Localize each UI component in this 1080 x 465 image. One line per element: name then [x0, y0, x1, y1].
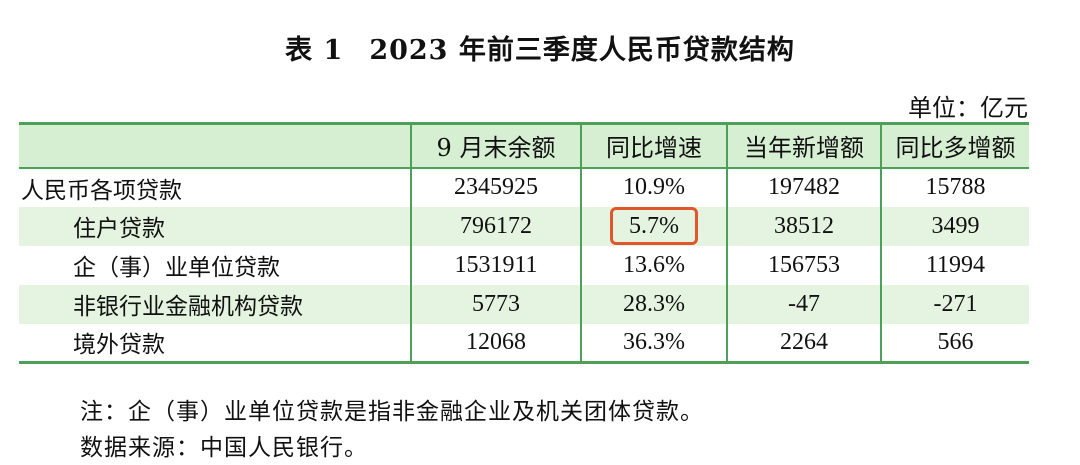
cell-extra: 566: [880, 323, 1029, 364]
table-row: 企（事）业单位贷款 1531911 13.6% 156753 11994: [19, 245, 1029, 285]
footnote: 注：企（事）业单位贷款是指非金融企业及机关团体贷款。: [80, 399, 704, 425]
cell-new: 156753: [726, 245, 881, 285]
table-caption: 2023 年前三季度人民币贷款结构: [369, 35, 795, 66]
cell-extra: 11994: [880, 245, 1029, 285]
header-cell-new: 当年新增额: [726, 122, 881, 168]
header-cell-balance: 9 月末余额: [410, 122, 581, 168]
cell-balance: 796172: [410, 206, 581, 246]
row-label: 人民币各项贷款: [19, 166, 411, 207]
row-label: 非银行业金融机构贷款: [73, 294, 303, 320]
row-label: 企（事）业单位贷款: [73, 255, 280, 281]
cell-extra: 3499: [880, 206, 1029, 246]
table-number: 表 1: [285, 35, 344, 66]
cell-growth: 13.6%: [580, 245, 727, 285]
cell-balance: 12068: [410, 323, 581, 364]
table-row: 住户贷款 796172 5.7% 38512 3499: [19, 206, 1029, 246]
table-row: 境外贷款 12068 36.3% 2264 566: [19, 323, 1029, 364]
table-title: 表 1 2023 年前三季度人民币贷款结构: [0, 28, 1080, 67]
cell-new: 2264: [726, 323, 881, 364]
table-row: 非银行业金融机构贷款 5773 28.3% -47 -271: [19, 284, 1029, 324]
row-label: 境外贷款: [19, 323, 411, 364]
cell-new: 197482: [726, 166, 881, 207]
highlight-box: 5.7%: [610, 207, 698, 245]
row-label: 住户贷款: [73, 216, 165, 242]
cell-growth: 10.9%: [580, 166, 727, 207]
header-cell-label: [19, 122, 411, 168]
cell-balance: 2345925: [410, 166, 581, 207]
cell-extra: -271: [880, 284, 1029, 324]
unit-label: 单位：亿元: [908, 94, 1028, 122]
cell-balance: 5773: [410, 284, 581, 324]
cell-balance: 1531911: [410, 245, 581, 285]
cell-growth: 28.3%: [580, 284, 727, 324]
header-row: 9 月末余额 同比增速 当年新增额 同比多增额: [19, 122, 1029, 168]
header-cell-extra: 同比多增额: [880, 122, 1029, 168]
cell-growth: 5.7%: [580, 206, 727, 246]
cell-growth: 36.3%: [580, 323, 727, 364]
table-row: 人民币各项贷款 2345925 10.9% 197482 15788: [19, 166, 1029, 207]
source-note: 数据来源：中国人民银行。: [80, 435, 368, 461]
cell-new: -47: [726, 284, 881, 324]
loan-structure-table: 9 月末余额 同比增速 当年新增额 同比多增额 人民币各项贷款 2345925 …: [19, 122, 1029, 364]
cell-extra: 15788: [880, 166, 1029, 207]
header-cell-growth: 同比增速: [580, 122, 727, 168]
cell-new: 38512: [726, 206, 881, 246]
